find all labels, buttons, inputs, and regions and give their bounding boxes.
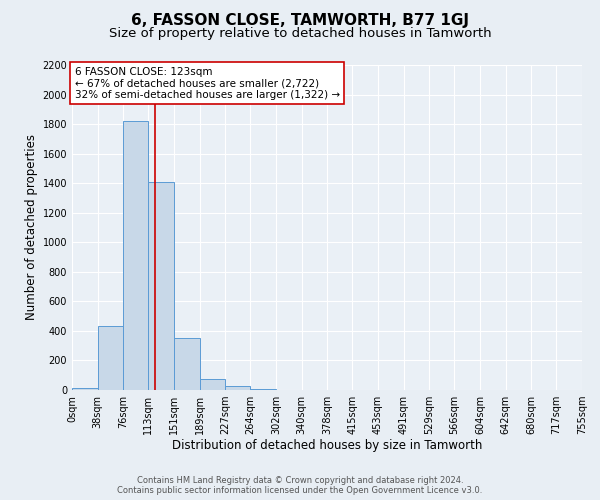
Text: 6 FASSON CLOSE: 123sqm
← 67% of detached houses are smaller (2,722)
32% of semi-: 6 FASSON CLOSE: 123sqm ← 67% of detached…: [74, 66, 340, 100]
Bar: [72, 388, 98, 390]
Bar: [148, 182, 174, 390]
Bar: [200, 379, 226, 390]
Bar: [226, 386, 250, 390]
Bar: [174, 338, 200, 390]
X-axis label: Distribution of detached houses by size in Tamworth: Distribution of detached houses by size …: [172, 438, 482, 452]
Text: Contains HM Land Registry data © Crown copyright and database right 2024.: Contains HM Land Registry data © Crown c…: [137, 476, 463, 485]
Bar: [124, 121, 148, 390]
Text: 6, FASSON CLOSE, TAMWORTH, B77 1GJ: 6, FASSON CLOSE, TAMWORTH, B77 1GJ: [131, 12, 469, 28]
Y-axis label: Number of detached properties: Number of detached properties: [25, 134, 38, 320]
Bar: [250, 388, 276, 390]
Text: Contains public sector information licensed under the Open Government Licence v3: Contains public sector information licen…: [118, 486, 482, 495]
Bar: [98, 326, 124, 390]
Text: Size of property relative to detached houses in Tamworth: Size of property relative to detached ho…: [109, 28, 491, 40]
